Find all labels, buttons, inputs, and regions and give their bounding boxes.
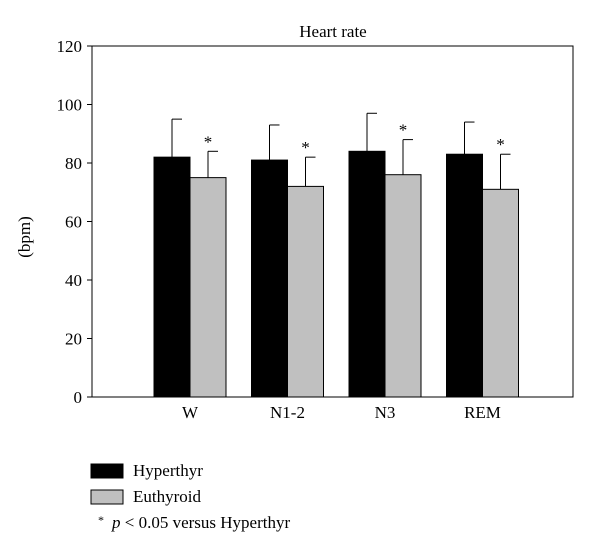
bar-hyperthyr [349, 151, 385, 397]
legend-label-hyperthyr: Hyperthyr [133, 461, 203, 480]
legend: Hyperthyr Euthyroid [91, 461, 203, 506]
legend-swatch-euthyroid [91, 490, 123, 504]
significance-marker: * [204, 132, 213, 151]
y-axis: 0 20 40 60 80 100 120 [57, 37, 93, 407]
y-tick-label: 80 [65, 154, 82, 173]
y-tick-label: 100 [57, 96, 83, 115]
significance-marker: * [496, 135, 505, 154]
bar-euthyroid [385, 175, 421, 397]
x-tick-label: N1-2 [270, 403, 305, 422]
significance-marker: * [301, 138, 310, 157]
y-tick-label: 60 [65, 213, 82, 232]
x-tick-label: N3 [375, 403, 396, 422]
bar-hyperthyr [447, 154, 483, 397]
x-tick-label: W [182, 403, 199, 422]
bar-hyperthyr [252, 160, 288, 397]
bar-euthyroid [190, 178, 226, 397]
chart-title: Heart rate [299, 22, 366, 41]
legend-swatch-hyperthyr [91, 464, 123, 478]
y-tick-label: 40 [65, 271, 82, 290]
y-tick-label: 120 [57, 37, 83, 56]
footnote-text: < 0.05 versus Hyperthyr [125, 513, 291, 532]
x-tick-label: REM [464, 403, 501, 422]
bars-group: * * * * [154, 113, 519, 397]
bar-euthyroid [483, 189, 519, 397]
bar-euthyroid [288, 186, 324, 397]
footnote: * p < 0.05 versus Hyperthyr [98, 509, 290, 532]
bar-hyperthyr [154, 157, 190, 397]
y-tick-label: 0 [74, 388, 83, 407]
y-tick-label: 20 [65, 330, 82, 349]
footnote-marker: * [98, 513, 104, 527]
footnote-p: p [111, 513, 121, 532]
legend-label-euthyroid: Euthyroid [133, 487, 201, 506]
y-axis-label: (bpm) [15, 216, 34, 258]
significance-marker: * [399, 121, 408, 140]
x-axis: W N1-2 N3 REM [182, 403, 501, 422]
